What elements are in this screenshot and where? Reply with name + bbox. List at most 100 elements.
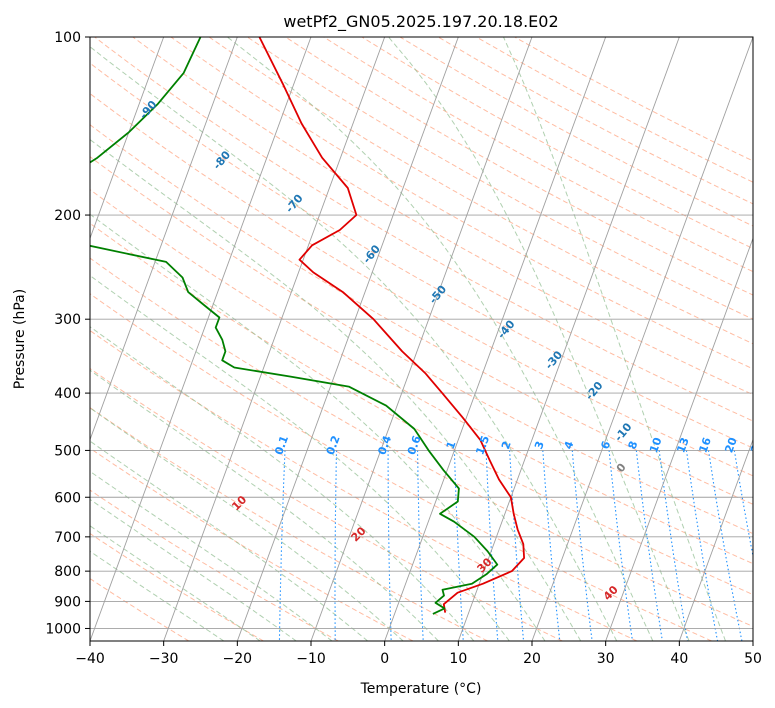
x-tick-label: 20	[523, 651, 541, 667]
moist-adiabat-line	[90, 470, 333, 641]
isotherm-line	[310, 37, 533, 641]
mixing-ratio-label: 25	[748, 436, 765, 455]
dry-adiabats	[90, 37, 753, 641]
moist-adiabat-label: -10	[612, 420, 635, 444]
moist-adiabat-line	[90, 274, 510, 641]
moist-adiabat-line	[90, 407, 404, 641]
plot-area: 0.10.20.40.611.523468101316202530360-10-…	[90, 37, 775, 641]
moist-adiabat-line	[90, 550, 225, 641]
isotherm-line	[457, 37, 680, 641]
moist-adiabat-label: -80	[211, 148, 234, 172]
y-axis: 1000 900 800 700 600 500 400 300 200 100	[45, 30, 90, 637]
dry-adiabat-line	[90, 489, 339, 641]
mixing-ratio-line	[417, 450, 424, 641]
mixing-ratio-line	[509, 450, 525, 641]
isotherm-line	[90, 37, 238, 441]
moist-adiabat-line	[90, 46, 618, 641]
mixing-ratio-line	[608, 450, 634, 641]
mixing-ratio-label: 0.4	[375, 434, 394, 457]
mixing-ratio-label: 16	[697, 435, 715, 454]
dry-adiabat-line	[90, 367, 563, 641]
moist-adiabat-label: -50	[427, 283, 450, 307]
y-tick-label: 500	[54, 443, 81, 459]
isotherm-line	[384, 37, 607, 641]
mixing-ratio-label: 10	[647, 435, 665, 454]
mixing-ratio-label: 1	[444, 439, 459, 451]
mixing-ratio-line	[658, 450, 689, 641]
mixing-ratio-label: 0.6	[405, 434, 424, 457]
mixing-ratio-label: 0.2	[324, 434, 343, 457]
mixing-ratio-line	[387, 450, 392, 641]
x-axis-title: Temperature (°C)	[360, 681, 482, 697]
dry-adiabat-line	[285, 37, 753, 296]
moist-adiabat-label: 0	[614, 461, 629, 475]
mixing-ratio-line	[334, 450, 338, 641]
moist-adiabats	[90, 37, 726, 641]
moist-adiabat-label: -60	[360, 242, 383, 266]
dry-adiabat-line	[514, 37, 753, 162]
dry-adiabat-line	[208, 37, 753, 345]
x-tick-label: 10	[449, 651, 467, 667]
temperature-profile-line	[258, 37, 525, 613]
mixing-ratio-label: 2	[499, 439, 514, 451]
mixing-ratio-line	[485, 450, 499, 641]
profiles	[90, 37, 525, 615]
line-labels: 0.10.20.40.611.523468101316202530360-10-…	[137, 98, 765, 603]
mixing-ratio-label: 13	[674, 436, 691, 455]
mixing-ratio-line	[733, 450, 753, 559]
moist-adiabat-line	[90, 525, 261, 641]
x-tick-label: 40	[670, 651, 688, 667]
dry-adiabat-label: 20	[349, 524, 369, 544]
dry-adiabat-line	[90, 62, 753, 449]
moist-adiabat-line	[503, 37, 726, 641]
mixing-ratio-label: 0.1	[272, 434, 291, 457]
chart-title: wetPf2_GN05.2025.197.20.18.E02	[283, 12, 558, 32]
y-tick-label: 700	[54, 530, 81, 546]
y-axis-title: Pressure (hPa)	[12, 289, 28, 389]
dry-adiabat-line	[90, 222, 753, 596]
y-tick-label: 900	[54, 594, 81, 610]
dry-adiabat-line	[94, 37, 753, 422]
mixing-ratio-label: 6	[598, 439, 613, 451]
moist-adiabat-line	[90, 138, 582, 641]
mixing-ratio-line	[278, 450, 286, 641]
isobars	[90, 37, 753, 629]
dry-adiabat-line	[90, 293, 712, 641]
mixing-ratio-label: 20	[722, 435, 740, 454]
isotherm-line	[531, 37, 753, 641]
x-tick-label: 30	[597, 651, 615, 667]
x-tick-label: −10	[296, 651, 326, 667]
x-axis: −40 −30 −20 −10 0 10 20 30 40 50	[75, 641, 762, 667]
mixing-ratio-line	[760, 450, 775, 641]
y-tick-label: 400	[54, 386, 81, 402]
y-tick-label: 800	[54, 564, 81, 580]
mixing-ratio-line	[635, 450, 663, 641]
isotherm-line	[678, 438, 753, 641]
moist-adiabat-line	[90, 440, 368, 641]
x-tick-label: −30	[149, 651, 179, 667]
moist-adiabat-label: -30	[543, 348, 566, 372]
moist-adiabat-label: -20	[583, 379, 606, 403]
isotherm-line	[752, 639, 753, 641]
dry-adiabat-line	[247, 37, 753, 320]
mixing-ratio-lines	[278, 450, 775, 641]
y-tick-label: 1000	[45, 621, 81, 637]
x-tick-label: −20	[223, 651, 253, 667]
mixing-ratio-label: 4	[562, 439, 577, 451]
dry-adiabat-line	[90, 92, 753, 477]
moist-adiabat-line	[90, 369, 439, 641]
x-tick-label: 50	[744, 651, 762, 667]
mixing-ratio-line	[453, 450, 464, 641]
isotherm-line	[163, 37, 386, 641]
isotherm-line	[605, 237, 753, 641]
isotherm-line	[90, 37, 312, 641]
moist-adiabat-line	[226, 37, 654, 641]
x-tick-label: 0	[380, 651, 389, 667]
mixing-ratio-line	[571, 450, 593, 641]
mixing-ratio-label: 8	[626, 439, 641, 451]
dry-adiabat-line	[90, 407, 488, 641]
mixing-ratio-label: 3	[532, 439, 547, 451]
moist-adiabat-label: -70	[283, 192, 306, 216]
y-tick-label: 200	[54, 208, 81, 224]
